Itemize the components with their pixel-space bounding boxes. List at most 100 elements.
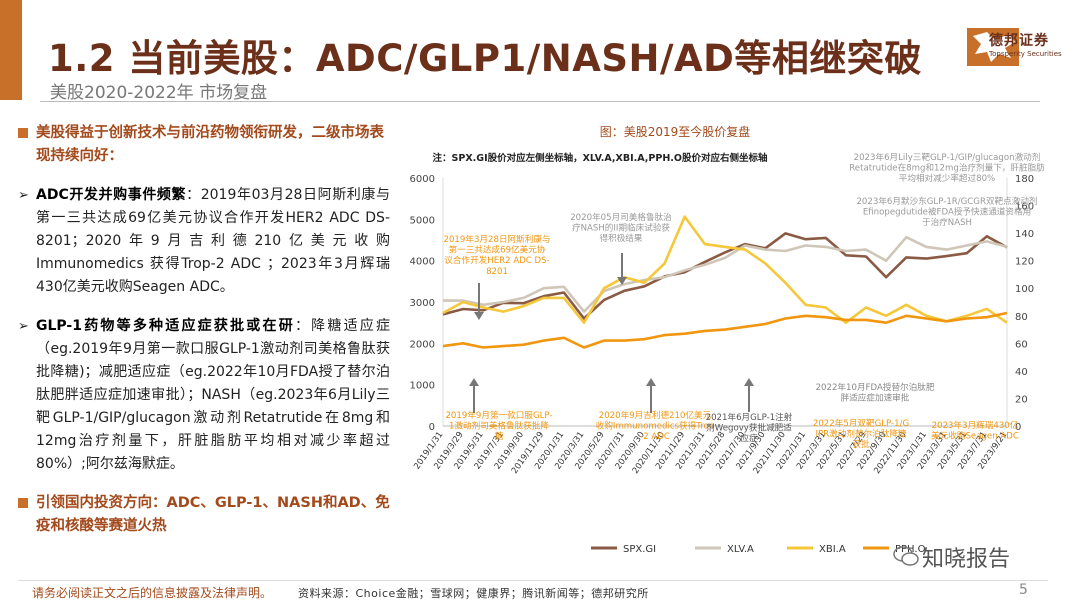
chart-annotation: 2022年10月FDA授替尔泊肽肥胖适应症加速审批 <box>816 381 935 404</box>
right-tick-label: 100 <box>1015 284 1034 295</box>
right-tick-label: 60 <box>1015 339 1028 350</box>
right-tick-label: 20 <box>1015 394 1028 405</box>
bullet-glp1: ➢ GLP-1药物等多种适应症获批或在研：降糖适应症（eg.2019年9月第一款… <box>18 315 390 476</box>
series-line-spx-gi <box>442 232 1008 320</box>
series-line-xbi-a <box>442 215 1008 324</box>
legend-label: XLV.A <box>727 544 754 555</box>
company-logo-icon <box>967 28 1019 66</box>
chart-title: 图：美股2019至今股价复盘 <box>600 124 751 139</box>
section-headline: 美股得益于创新技术与前沿药物领衔研发，二级市场表现持续向好： <box>18 122 390 168</box>
annotation-arrowhead <box>646 378 656 386</box>
square-bullet-icon <box>18 498 28 508</box>
chart-annotation: 2020年05月司美格鲁肽治疗NASH的II期临床试验获得积极结果 <box>570 211 672 244</box>
annotation-line: 2023年3月辉瑞430亿 <box>932 419 1019 431</box>
annotation-line: 2023年6月Lily三靶GLP-1/GIP/glucagon激动剂 <box>854 151 1041 163</box>
bullet-adc: ➢ ADC开发并购事件频繁：2019年03月28日阿斯利康与第一三共达成69亿美… <box>18 184 390 299</box>
logo-subtitle: Topsperity Securities <box>989 50 1062 58</box>
annotation-line: 糖 <box>495 430 504 442</box>
annotation-line: 2020年9月吉利德210亿美元 <box>599 409 712 421</box>
left-column: 美股得益于创新技术与前沿药物领衔研发，二级市场表现持续向好： ➢ ADC开发并购… <box>18 122 390 538</box>
annotation-arrowhead <box>469 378 479 386</box>
left-tick-label: 6000 <box>410 174 435 185</box>
annotation-line: 2020年05月司美格鲁肽治 <box>570 211 672 223</box>
right-tick-label: 180 <box>1015 174 1034 185</box>
annotation-line: Retatrutide在8mg和12mg治疗剂量下，肝脏脂肪 <box>849 162 1045 174</box>
right-tick-label: 0 <box>1015 422 1021 433</box>
bullet-adc-lead: ADC开发并购事件频繁 <box>36 187 187 203</box>
chart-annotation: 2023年6月默沙东GLP-1R/GCGR双靶点激动剂 Efinopegdutid… <box>856 195 1037 228</box>
page-subtitle: 美股2020-2022年 市场复盘 <box>50 83 268 103</box>
annotation-line: 平均相对减少率超过80% <box>899 172 995 184</box>
chart-annotation: 2022年5月双靶GLP-1/G IPR激动剂替尔泊肽降糖获批 <box>813 417 909 450</box>
legend-label: XBI.A <box>819 544 846 555</box>
stock-chart: 图：美股2019至今股价复盘注：SPX.GI股价对应左侧坐标轴，XLV.A,XB… <box>410 124 1046 555</box>
chart-annotation: 2023年6月Lily三靶GLP-1/GIP/glucagon激动剂 Retatr… <box>849 151 1045 184</box>
annotation-line: 2019年9月第一款口服GLP- <box>445 409 552 421</box>
chart-annotation: 2021年6月GLP-1注射剂Wegovy获批减肥适应症 <box>706 411 793 444</box>
annotation-line: 得积极结果 <box>600 232 643 244</box>
left-tick-label: 0 <box>429 422 435 433</box>
page-number: 5 <box>1019 582 1028 598</box>
footer-disclaimer: 请务必阅读正文之后的信息披露及法律声明。 <box>32 586 273 600</box>
annotation-line: 收购Immunomedics获得Trop <box>596 420 715 432</box>
annotation-line: 2022年5月双靶GLP-1/G <box>813 417 909 429</box>
annotation-arrowhead <box>744 378 754 386</box>
right-tick-label: 120 <box>1015 257 1034 268</box>
annotation-line: 2019年3月28日阿斯利康与 <box>443 233 550 245</box>
right-tick-label: 140 <box>1015 229 1034 240</box>
annotation-line: 第一三共达成69亿美元协 <box>449 244 546 256</box>
series-line-xlv-a <box>443 235 1008 313</box>
chart-container: 图：美股2019至今股价复盘注：SPX.GI股价对应左侧坐标轴，XLV.A,XB… <box>395 118 1060 580</box>
annotation-line: 应症 <box>740 432 758 444</box>
series-line-pph-o <box>442 311 1008 349</box>
annotation-line: 疗NASH的II期临床试验获 <box>572 222 670 234</box>
arrow-bullet-icon: ➢ <box>18 319 29 334</box>
wechat-icon <box>893 546 919 566</box>
annotation-line: 剂Wegovy获批减肥适 <box>706 422 792 434</box>
footer-source: 资料来源：Choice金融；雪球网；健康界；腾讯新闻等；德邦研究所 <box>298 587 649 600</box>
annotation-line: 2021年6月GLP-1注射 <box>706 411 793 423</box>
annotation-line: IPR激动剂替尔泊肽降糖 <box>815 428 906 440</box>
bullet-glp1-text: ：降糖适应症（eg.2019年9月第一款口服GLP-1激动剂司美格鲁肽获批降糖)… <box>36 318 390 472</box>
annotation-line: 2022年10月FDA授替尔泊肽肥 <box>816 381 935 393</box>
bottom-headline: 引领国内投资方向：ADC、GLP-1、NASH和AD、免疫和核酸等赛道火热 <box>18 492 390 538</box>
chart-annotation: 2019年9月第一款口服GLP-1激动剂司美格鲁肽获批降糖 <box>445 409 552 442</box>
chart-annotation: 2019年3月28日阿斯利康与第一三共达成69亿美元协议合作开发HER2 ADC… <box>443 233 550 277</box>
chart-annotation: 2023年3月辉瑞430亿美元收购Seagen ADC <box>931 419 1019 442</box>
left-tick-label: 2000 <box>410 339 435 350</box>
legend-label: SPX.GI <box>623 544 656 555</box>
chart-note: 注：SPX.GI股价对应左侧坐标轴，XLV.A,XBI.A,PPH.O股价对应右… <box>433 152 768 164</box>
annotation-line: 获批 <box>852 438 870 450</box>
title-divider <box>40 101 1040 102</box>
annotation-line: -2 ADC <box>640 432 670 442</box>
square-bullet-icon <box>18 128 28 138</box>
right-tick-label: 160 <box>1015 202 1034 213</box>
annotation-line: 于治疗NASH <box>922 216 972 228</box>
bullet-glp1-lead: GLP-1药物等多种适应症获批或在研 <box>36 318 295 334</box>
headline-text: 美股得益于创新技术与前沿药物领衔研发，二级市场表现持续向好： <box>36 125 384 164</box>
logo-name: 德邦证券 <box>989 33 1049 49</box>
annotation-line: 1激动剂司美格鲁肽获批降 <box>449 420 549 432</box>
annotation-line: 美元收购Seagen ADC <box>931 430 1019 442</box>
footer-divider <box>18 580 1048 581</box>
bottom-headline-text: 引领国内投资方向：ADC、GLP-1、NASH和AD、免疫和核酸等赛道火热 <box>36 495 390 534</box>
left-tick-label: 3000 <box>410 298 435 309</box>
left-tick-label: 4000 <box>410 257 435 268</box>
watermark-text: 知晓报告 <box>922 547 1011 572</box>
annotation-line: 2023年6月默沙东GLP-1R/GCGR双靶点激动剂 <box>856 195 1037 207</box>
right-tick-label: 80 <box>1015 312 1028 323</box>
left-tick-label: 5000 <box>410 215 435 226</box>
annotation-arrowhead <box>474 312 484 320</box>
arrow-bullet-icon: ➢ <box>18 188 29 203</box>
left-tick-label: 1000 <box>410 381 435 392</box>
chart-annotation: 2020年9月吉利德210亿美元收购Immunomedics获得Trop -2 A… <box>596 409 715 442</box>
annotation-line: Efinopegdutide被FDA授予快速通道资格用 <box>863 206 1031 218</box>
right-tick-label: 40 <box>1015 367 1028 378</box>
annotation-arrowhead <box>617 277 627 285</box>
bullet-adc-text: ：2019年03月28日阿斯利康与第一三共达成69亿美元协议合作开发HER2 A… <box>36 187 390 295</box>
annotation-line: 8201 <box>486 267 508 277</box>
annotation-line: 胖适应症加速审批 <box>841 392 910 404</box>
annotation-line: 议合作开发HER2 ADC DS- <box>444 254 549 266</box>
left-accent-bar <box>0 0 22 100</box>
page-title: 1.2 当前美股：ADC/GLP1/NASH/AD等相继突破 <box>48 37 922 80</box>
